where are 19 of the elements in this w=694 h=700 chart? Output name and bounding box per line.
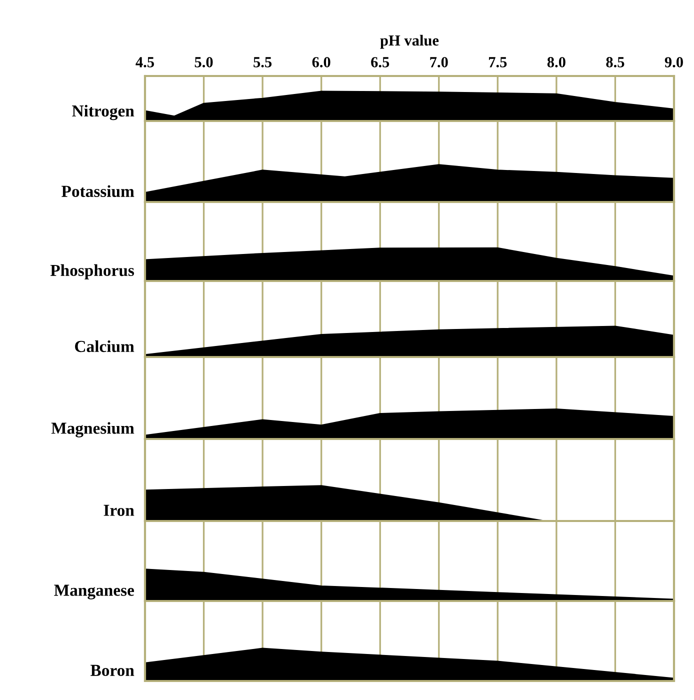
x-tick-label: 7.0: [430, 57, 448, 68]
y-axis-title: Iron: [104, 504, 134, 516]
x-tick-label: 6.5: [371, 57, 390, 68]
x-axis-title: pH value: [380, 34, 439, 49]
y-axis-title: Magnesium: [51, 422, 134, 438]
y-axis-title: Potassium: [62, 185, 134, 198]
x-tick-label: 4.5: [136, 57, 154, 68]
y-axis-title: Phosphorus: [50, 264, 134, 280]
y-axis-title: Manganese: [54, 584, 134, 600]
x-tick-label: 8.0: [547, 57, 566, 68]
x-tick-label: 8.5: [606, 57, 624, 68]
x-tick-label: 5.0: [194, 57, 213, 68]
x-tick-label: 9.0: [664, 57, 683, 68]
y-axis-title: Boron: [90, 664, 134, 676]
x-tick-label: 7.5: [488, 57, 507, 68]
y-axis-title: Calcium: [75, 340, 134, 352]
y-axis-title: Nitrogen: [72, 104, 134, 120]
x-tick-label: 6.0: [312, 57, 330, 68]
x-tick-label: 5.5: [254, 57, 272, 68]
